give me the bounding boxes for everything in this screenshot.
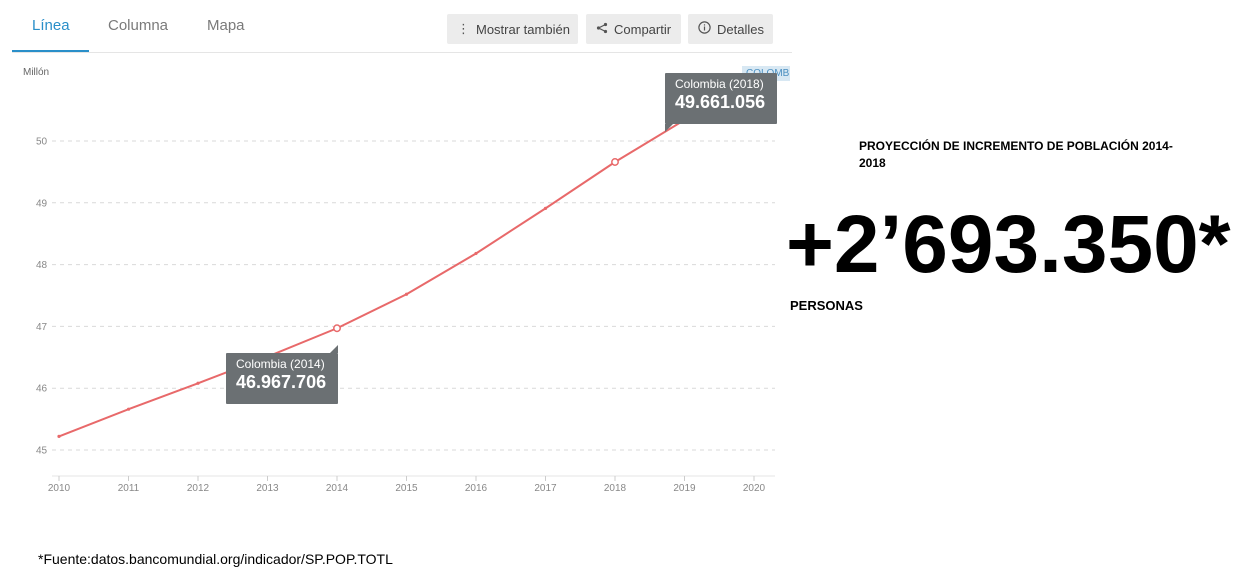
x-tick-label: 2017 [534, 483, 557, 494]
show-also-button[interactable]: ⋮ Mostrar también [447, 14, 578, 44]
x-tick-label: 2020 [743, 483, 766, 494]
data-point-2012 [196, 381, 200, 385]
population-increase-value: +2’693.350* [786, 199, 1231, 290]
tooltip-2014: Colombia (2014) 46.967.706 [226, 353, 338, 404]
highlighted-point-2014 [333, 324, 341, 333]
y-tick-label: 45 [36, 446, 48, 457]
info-icon [698, 21, 711, 37]
show-also-label: Mostrar también [476, 21, 570, 37]
x-tick-label: 2015 [395, 483, 418, 494]
tooltip-2014-value: 46.967.706 [236, 372, 327, 392]
y-tick-label: 46 [36, 384, 48, 395]
x-tick-label: 2014 [326, 483, 349, 494]
source-footnote: *Fuente:datos.bancomundial.org/indicador… [38, 551, 393, 567]
projection-title: PROYECCIÓN DE INCREMENTO DE POBLACIÓN 20… [859, 139, 1173, 170]
tooltip-2014-name: Colombia (2014) [236, 357, 325, 371]
tab-columna[interactable]: Columna [108, 17, 169, 34]
x-tick-label: 2018 [604, 483, 627, 494]
tooltip-2018-value: 49.661.056 [675, 92, 766, 112]
population-unit: PERSONAS [790, 298, 863, 313]
x-tick-label: 2012 [187, 483, 210, 494]
x-tick-label: 2019 [673, 483, 696, 494]
tooltip-2018: Colombia (2018) 49.661.056 [665, 73, 777, 124]
vertical-dots-icon: ⋮ [457, 21, 470, 36]
data-point-2017 [543, 206, 548, 210]
chart-type-tabs: Línea Columna Mapa [12, 0, 792, 53]
tooltip-2018-name: Colombia (2018) [675, 77, 764, 91]
x-tick-label: 2016 [465, 483, 488, 494]
data-point-2016 [474, 251, 478, 256]
series-line-colombia [58, 119, 686, 438]
highlighted-point-2018 [611, 158, 619, 166]
tooltip-2018-pointer [665, 124, 673, 132]
x-tick-label: 2013 [256, 483, 279, 494]
x-tick-label: 2011 [118, 483, 140, 494]
data-point-2015 [404, 292, 409, 296]
tab-linea[interactable]: Línea [32, 17, 70, 34]
data-point-2011 [126, 407, 131, 411]
share-icon [596, 22, 608, 37]
share-button[interactable]: Compartir [586, 14, 681, 44]
tooltip-2014-pointer [330, 345, 338, 353]
active-tab-indicator [12, 50, 89, 52]
population-line-chart: Millón 45 46 47 48 49 50 2010 2011 2012 2013 2014 20… [23, 67, 775, 494]
y-tick-label: 47 [36, 322, 48, 333]
details-label: Detalles [717, 21, 764, 37]
y-axis-unit-label: Millón [23, 67, 49, 78]
y-tick-label: 49 [36, 198, 48, 209]
x-tick-label: 2010 [48, 483, 71, 494]
details-button[interactable]: Detalles [688, 14, 773, 44]
share-label: Compartir [614, 21, 672, 37]
y-tick-label: 48 [36, 260, 48, 271]
y-tick-label: 50 [36, 137, 48, 148]
tab-mapa[interactable]: Mapa [207, 17, 245, 34]
data-point-2010 [57, 434, 61, 439]
